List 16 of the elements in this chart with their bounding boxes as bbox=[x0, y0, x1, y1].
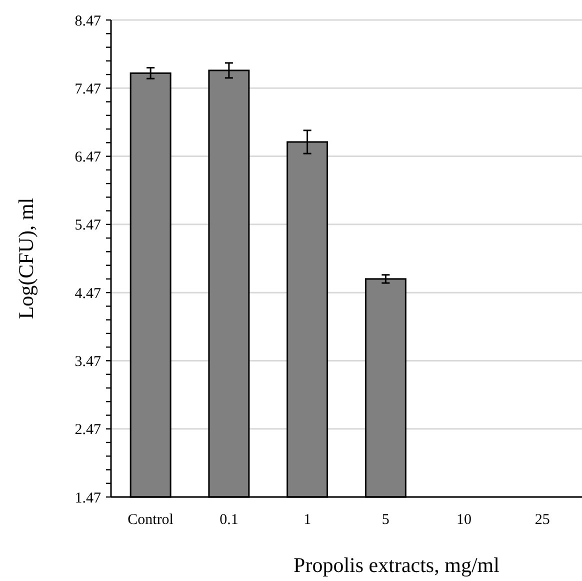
y-tick-label: 6.47 bbox=[74, 150, 102, 166]
y-tick-label: 2.47 bbox=[74, 422, 102, 438]
x-tick-label: 1 bbox=[304, 512, 312, 528]
x-tick-label: 0.1 bbox=[220, 512, 238, 528]
y-tick-label: 8.47 bbox=[74, 13, 102, 30]
y-tick-label: 5.47 bbox=[74, 218, 102, 234]
y-tick-label: 4.47 bbox=[74, 286, 102, 302]
y-axis-title: Log(CFU), ml bbox=[14, 198, 38, 320]
x-tick-label: 5 bbox=[382, 512, 390, 528]
x-tick-label: 25 bbox=[534, 512, 550, 528]
y-tick-label: 1.47 bbox=[74, 490, 102, 506]
y-tick-label: 7.47 bbox=[74, 81, 102, 98]
x-axis-title: Propolis extracts, mg/ml bbox=[294, 553, 500, 577]
x-tick-label: Control bbox=[128, 512, 174, 528]
x-tick-label: 10 bbox=[456, 512, 472, 528]
y-tick-label: 3.47 bbox=[74, 354, 102, 370]
